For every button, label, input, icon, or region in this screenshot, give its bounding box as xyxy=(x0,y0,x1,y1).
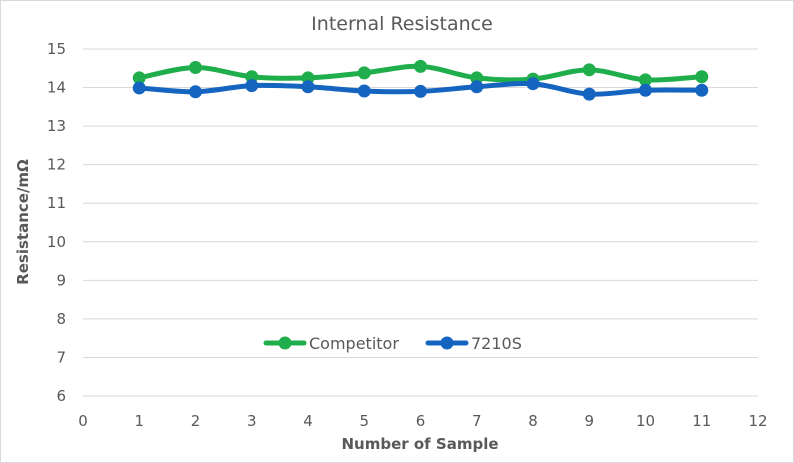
data-point xyxy=(301,80,315,94)
x-tick-label: 0 xyxy=(78,412,88,430)
legend-marker xyxy=(278,336,292,350)
x-tick-label: 4 xyxy=(303,412,313,430)
data-point xyxy=(132,81,146,95)
y-tick-label: 8 xyxy=(56,310,66,328)
data-point xyxy=(189,85,202,99)
y-tick-label: 6 xyxy=(56,387,66,405)
chart-title: Internal Resistance xyxy=(311,13,493,35)
legend-label: 7210S xyxy=(471,334,522,353)
data-point xyxy=(639,73,652,87)
x-tick-label: 3 xyxy=(247,412,257,430)
series-competitor xyxy=(132,59,709,87)
x-tick-label: 9 xyxy=(584,412,594,430)
y-axis-ticks: 6 7 8 9 10 11 12 13 14 15 xyxy=(47,40,66,405)
legend-label: Competitor xyxy=(309,334,399,353)
legend-item-7210s: 7210S xyxy=(425,334,522,353)
x-axis-ticks: 0 1 2 3 4 5 6 7 8 9 10 11 12 xyxy=(78,412,767,430)
gridlines xyxy=(83,48,758,397)
x-tick-label: 5 xyxy=(359,412,369,430)
data-point xyxy=(582,63,596,77)
x-tick-label: 8 xyxy=(528,412,538,430)
data-point xyxy=(639,83,652,97)
data-point xyxy=(245,79,259,93)
y-tick-label: 7 xyxy=(56,348,66,366)
data-point xyxy=(414,59,427,73)
x-tick-label: 1 xyxy=(134,412,144,430)
legend-marker xyxy=(440,336,454,350)
data-point xyxy=(414,84,427,98)
x-tick-label: 2 xyxy=(191,412,201,430)
y-tick-label: 14 xyxy=(47,79,66,97)
y-tick-label: 10 xyxy=(47,233,66,251)
data-point xyxy=(357,84,371,98)
legend: Competitor 7210S xyxy=(263,334,522,353)
data-point xyxy=(582,87,596,101)
y-tick-label: 11 xyxy=(47,194,66,212)
data-point xyxy=(526,77,540,91)
series-7210s xyxy=(132,77,709,101)
data-point xyxy=(357,66,371,80)
x-tick-label: 11 xyxy=(692,412,711,430)
data-point xyxy=(132,71,146,85)
y-tick-label: 13 xyxy=(47,117,66,135)
data-point xyxy=(695,83,709,97)
x-tick-label: 10 xyxy=(636,412,655,430)
series-layer xyxy=(132,59,709,101)
legend-item-competitor: Competitor xyxy=(263,334,399,353)
y-axis-title: Resistance/mΩ xyxy=(14,159,32,285)
x-tick-label: 7 xyxy=(472,412,482,430)
y-tick-label: 9 xyxy=(56,271,66,289)
data-point xyxy=(470,80,484,94)
x-tick-label: 6 xyxy=(416,412,426,430)
y-tick-label: 12 xyxy=(47,156,66,174)
x-tick-label: 12 xyxy=(748,412,767,430)
data-point xyxy=(695,70,709,84)
y-tick-label: 15 xyxy=(47,40,66,58)
x-axis-title: Number of Sample xyxy=(341,435,498,453)
data-point xyxy=(189,61,202,75)
